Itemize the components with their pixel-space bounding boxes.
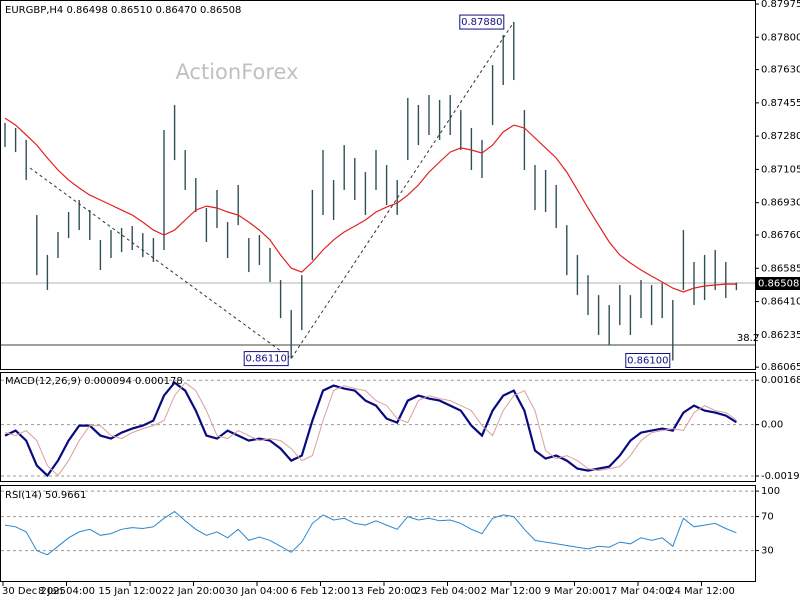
x-tick-label: 30 Dec 2025 (2, 586, 66, 597)
y-tick-label: 70 (761, 512, 774, 523)
indicator-line (4, 381, 737, 478)
y-tick-label: 0.00 (761, 420, 783, 431)
price-label-box (625, 352, 671, 368)
watermark: ActionForex (175, 60, 298, 84)
moving-average (4, 117, 737, 293)
panel-title: MACD(12,26,9) 0.000094 0.000178 (5, 376, 183, 387)
x-tick-label: 17 Mar 04:00 (605, 586, 672, 597)
last-price: 0.86508 (758, 279, 799, 290)
price-label-box (459, 14, 505, 30)
indicator-line (4, 381, 737, 477)
x-tick-label: 13 Feb 20:00 (351, 586, 417, 597)
y-tick-label: 30 (761, 546, 774, 557)
y-tick-label: 0.87105 (761, 164, 800, 175)
panel-title: RSI(14) 50.9661 (5, 490, 86, 501)
y-tick-label: 0.87280 (761, 131, 800, 142)
x-tick-label: 22 Jan 20:00 (162, 586, 225, 597)
panel-title: EURGBP,H4 0.86498 0.86510 0.86470 0.8650… (5, 5, 241, 16)
rsi-frame (0, 485, 756, 582)
x-tick-label: 9 Mar 20:00 (544, 586, 604, 597)
main-frame (0, 0, 756, 370)
y-tick-label: 0.86930 (761, 198, 800, 209)
macd-frame (0, 372, 756, 482)
x-tick-label: 8 Jan 04:00 (38, 586, 95, 597)
y-tick-label: 0.001688 (761, 375, 800, 386)
last-price-box (755, 277, 800, 290)
y-tick-label: 0.86585 (761, 263, 800, 274)
x-tick-label: 23 Feb 04:00 (415, 586, 481, 597)
y-tick-label: 0.87455 (761, 98, 800, 109)
price-label-box (243, 351, 289, 367)
price-label: 0.86110 (246, 354, 287, 365)
y-tick-label: 100 (761, 486, 780, 497)
y-tick-label: -0.001953 (761, 471, 800, 482)
y-tick-label: 0.86235 (761, 330, 800, 341)
x-tick-label: 15 Jan 12:00 (98, 586, 161, 597)
y-tick-label: 0.86760 (761, 230, 800, 241)
y-tick-label: 0.87630 (761, 65, 800, 76)
y-tick-label: 0.87800 (761, 32, 800, 43)
price-label: 0.86100 (627, 355, 668, 366)
y-tick-label: 0.87975 (761, 0, 800, 10)
price-label: 38.2 (737, 333, 759, 344)
x-tick-label: 24 Mar 12:00 (668, 586, 735, 597)
x-tick-label: 6 Feb 12:00 (291, 586, 350, 597)
x-tick-label: 30 Jan 04:00 (225, 586, 288, 597)
x-tick-label: 2 Mar 12:00 (481, 586, 541, 597)
y-tick-label: 0.86065 (761, 362, 800, 373)
indicator-line (4, 510, 737, 556)
price-label: 0.87880 (461, 17, 502, 28)
y-tick-label: 0.86410 (761, 297, 800, 308)
